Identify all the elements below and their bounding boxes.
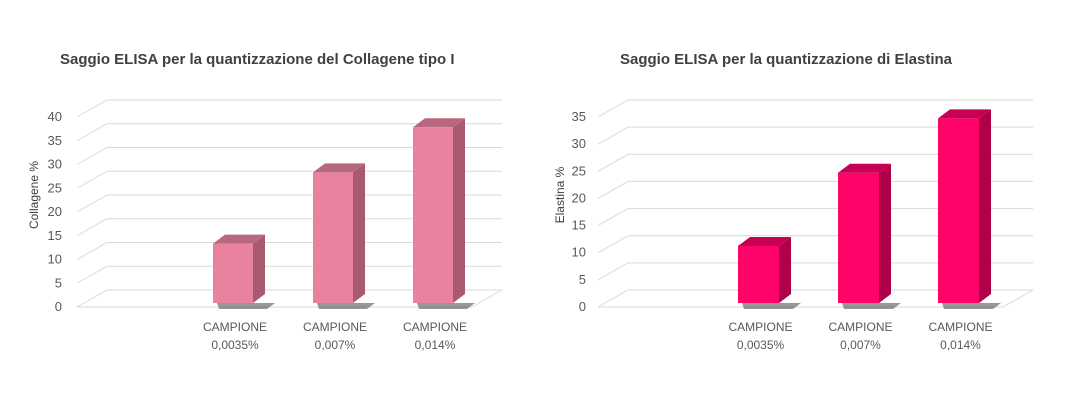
- bar-2: [838, 163, 901, 309]
- y-tick-label: 20: [572, 190, 586, 205]
- gridline: [597, 289, 1033, 308]
- bar-side: [779, 237, 791, 303]
- bar-top: [938, 109, 991, 119]
- y-tick-label: 25: [48, 180, 62, 195]
- bar-top: [413, 118, 465, 128]
- floor-edge: [471, 289, 503, 308]
- chart-title: Saggio ELISA per la quantizzazione del C…: [60, 51, 455, 68]
- x-category-label: CAMPIONE 0,007%: [303, 320, 367, 352]
- bar-front: [838, 172, 879, 303]
- y-tick-label: 0: [579, 299, 586, 314]
- bar-top: [838, 163, 891, 173]
- bar-1: [213, 234, 275, 309]
- chart-1: Saggio ELISA per la quantizzazione del C…: [27, 51, 503, 352]
- bar-front: [938, 118, 979, 303]
- x-category-label: CAMPIONE 0,0035%: [203, 320, 267, 352]
- bar-shadow: [742, 303, 801, 309]
- gridline: [597, 126, 1033, 145]
- gridline: [76, 194, 502, 213]
- y-tick-label: 20: [48, 204, 62, 219]
- gridline: [597, 262, 1033, 281]
- bar-top: [313, 163, 365, 173]
- bar-shadow: [942, 303, 1001, 309]
- y-tick-label: 30: [48, 157, 62, 172]
- y-tick-label: 15: [48, 228, 62, 243]
- y-tick-label: 5: [579, 272, 586, 287]
- gridline: [76, 170, 502, 189]
- chart-title: Saggio ELISA per la quantizzazione di El…: [620, 51, 953, 68]
- bar-top: [213, 234, 265, 244]
- bar-2: [313, 163, 375, 309]
- y-tick-label: 0: [55, 299, 62, 314]
- y-tick-label: 15: [572, 218, 586, 233]
- bar-front: [213, 243, 253, 303]
- bar-front: [413, 127, 453, 303]
- chart-2: Saggio ELISA per la quantizzazione di El…: [553, 51, 1034, 352]
- y-tick-label: 25: [572, 163, 586, 178]
- y-tick-label: 35: [48, 133, 62, 148]
- bar-1: [738, 237, 801, 309]
- bar-shadow: [317, 303, 375, 309]
- y-tick-label: 5: [55, 275, 62, 290]
- y-tick-label: 30: [572, 136, 586, 151]
- y-axis-label: Collagene %: [27, 161, 41, 229]
- bar-side: [979, 109, 991, 303]
- y-tick-label: 10: [572, 245, 586, 260]
- gridline: [76, 242, 502, 260]
- gridline: [76, 218, 502, 237]
- y-tick-label: 10: [48, 252, 62, 267]
- bar-side: [353, 163, 365, 303]
- bar-side: [453, 118, 465, 303]
- gridline: [597, 235, 1033, 254]
- bar-3: [413, 118, 475, 309]
- gridline: [76, 289, 502, 308]
- bar-front: [313, 172, 353, 303]
- gridline: [597, 99, 1033, 118]
- x-category-label: CAMPIONE 0,014%: [403, 320, 467, 352]
- gridline: [76, 147, 502, 165]
- bar-3: [938, 109, 1001, 309]
- x-category-label: CAMPIONE 0,0035%: [728, 320, 792, 352]
- bar-front: [738, 246, 779, 303]
- gridline: [597, 208, 1033, 227]
- gridline: [76, 265, 502, 284]
- floor-edge: [1002, 289, 1034, 308]
- y-tick-label: 35: [572, 109, 586, 124]
- y-tick-label: 40: [48, 109, 62, 124]
- y-axis-label: Elastina %: [553, 166, 567, 223]
- bar-shadow: [217, 303, 275, 309]
- bar-shadow: [417, 303, 475, 309]
- bar-shadow: [842, 303, 901, 309]
- bar-side: [253, 234, 265, 303]
- x-category-label: CAMPIONE 0,007%: [828, 320, 892, 352]
- gridline: [76, 123, 502, 142]
- gridline: [597, 153, 1033, 172]
- bar-top: [738, 237, 791, 246]
- gridline: [76, 99, 502, 118]
- gridline: [597, 180, 1033, 199]
- bar-side: [879, 163, 891, 303]
- x-category-label: CAMPIONE 0,014%: [928, 320, 992, 352]
